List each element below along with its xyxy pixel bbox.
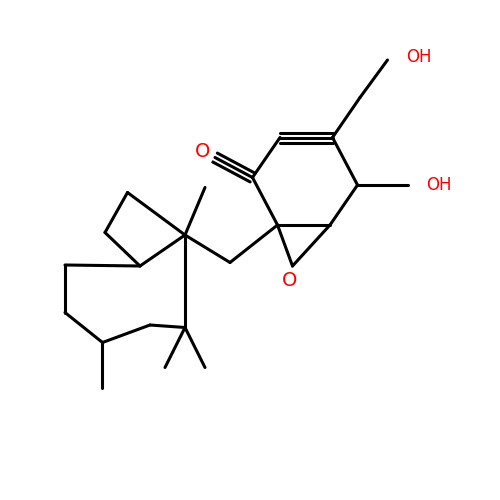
Text: OH: OH [406, 48, 432, 66]
Text: O: O [282, 270, 298, 289]
Text: OH: OH [426, 176, 452, 194]
Text: O: O [195, 142, 210, 161]
